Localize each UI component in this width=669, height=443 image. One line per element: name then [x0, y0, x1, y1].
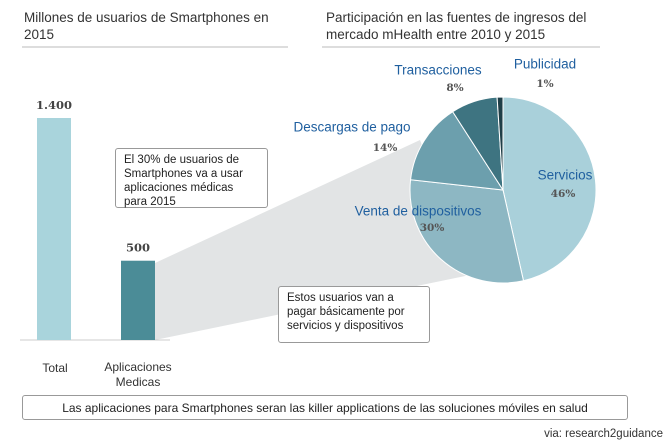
source: via: research2guidance: [544, 428, 663, 440]
bar: [121, 260, 155, 340]
callout: El 30% de usuarios de Smartphones va a u…: [115, 148, 268, 208]
pie-title: Participación en las fuentes de ingresos…: [326, 10, 587, 42]
data-label: 1%: [536, 78, 553, 90]
slice-label: Descargas de pago: [293, 120, 410, 135]
pie-slice: [496, 96, 504, 191]
data-label: 14%: [373, 142, 398, 154]
slice-label: Publicidad: [514, 57, 576, 72]
x-tick-label: Total: [42, 361, 68, 375]
bar-title: Millones de usuarios de Smartphones en 2…: [24, 10, 269, 42]
slice-label: Transacciones: [394, 63, 482, 78]
data-label: 46%: [551, 188, 576, 200]
x-tick-label: Aplicaciones Medicas: [104, 360, 172, 389]
data-label: 500: [126, 241, 150, 255]
data-label: 8%: [446, 82, 463, 94]
data-label: 30%: [420, 222, 445, 234]
bar: [37, 118, 71, 340]
callout: Estos usuarios van a pagar básicamente p…: [278, 286, 430, 343]
slice-label: Servicios: [538, 168, 593, 183]
pie-slice: [410, 111, 504, 191]
footer: Las aplicaciones para Smartphones seran …: [22, 395, 628, 420]
pie-slice: [502, 96, 597, 282]
data-label: 1.400: [36, 98, 72, 112]
pie-slice: [409, 179, 525, 284]
slice-label: Venta de dispositivos: [355, 204, 482, 219]
